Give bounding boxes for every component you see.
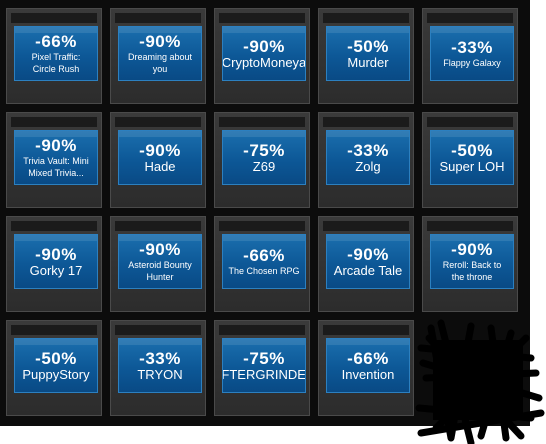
- game-card[interactable]: -66% Pixel Traffic: Circle Rush: [14, 26, 98, 81]
- game-name: Pixel Traffic: Circle Rush: [31, 51, 81, 74]
- discount-label: -33%: [347, 140, 389, 160]
- game-tile[interactable]: -90% Gorky 17: [6, 216, 102, 312]
- game-tile[interactable]: -50% Murder: [318, 8, 414, 104]
- game-card[interactable]: -33% Zolg: [326, 130, 410, 185]
- game-name: Flappy Galaxy: [443, 57, 501, 68]
- game-name: Invention: [341, 366, 395, 382]
- discount-label: -75%: [243, 140, 285, 160]
- game-name: Super LOH: [439, 158, 505, 174]
- discount-label: -90%: [451, 239, 493, 259]
- discount-label: -66%: [243, 245, 285, 265]
- game-name: Asteroid Bounty Hunter: [128, 259, 192, 282]
- game-tile[interactable]: -90% Hade: [110, 112, 206, 208]
- game-card[interactable]: -50% PuppyStory: [14, 338, 98, 393]
- game-name: Dreaming about you: [127, 51, 193, 74]
- game-tile[interactable]: -90% Arcade Tale: [318, 216, 414, 312]
- game-card[interactable]: -75% Z69: [222, 130, 306, 185]
- game-name: Reroll: Back to the throne: [442, 259, 502, 282]
- discount-label: -90%: [35, 135, 77, 155]
- discount-label: -75%: [243, 348, 285, 368]
- game-name: CryptoMoneya: [222, 54, 306, 70]
- game-tile[interactable]: -90% Reroll: Back to the throne: [422, 216, 518, 312]
- discount-label: -90%: [139, 31, 181, 51]
- game-card[interactable]: -66% Invention: [326, 338, 410, 393]
- game-name: Z69: [252, 158, 276, 174]
- game-tile[interactable]: -66% The Chosen RPG: [214, 216, 310, 312]
- game-card[interactable]: -90% Gorky 17: [14, 234, 98, 289]
- discount-label: -66%: [35, 31, 77, 51]
- game-name: Gorky 17: [29, 262, 83, 278]
- game-tile[interactable]: -50% PuppyStory: [6, 320, 102, 416]
- game-tile[interactable]: -66% Invention: [318, 320, 414, 416]
- game-name: Murder: [347, 54, 389, 70]
- game-name: Trivia Vault: Mini Mixed Trivia...: [23, 155, 89, 178]
- discount-label: -66%: [347, 348, 389, 368]
- discount-label: -90%: [347, 244, 389, 264]
- game-name: The Chosen RPG: [228, 265, 300, 276]
- game-name: Zolg: [355, 158, 381, 174]
- game-tile[interactable]: -90% CryptoMoneya: [214, 8, 310, 104]
- game-name: AFTERGRINDER: [222, 366, 306, 382]
- game-name: Arcade Tale: [333, 262, 403, 278]
- game-tile[interactable]: -33% Flappy Galaxy: [422, 8, 518, 104]
- game-name: PuppyStory: [22, 366, 90, 382]
- discount-label: -50%: [347, 36, 389, 56]
- discount-label: -50%: [35, 348, 77, 368]
- game-card[interactable]: -50% Super LOH: [430, 130, 514, 185]
- discount-label: -90%: [35, 244, 77, 264]
- game-name: Hade: [144, 158, 176, 174]
- game-card[interactable]: -90% CryptoMoneya: [222, 26, 306, 81]
- discount-label: -90%: [139, 239, 181, 259]
- game-tile[interactable]: -33% TRYON: [110, 320, 206, 416]
- discount-label: -33%: [139, 348, 181, 368]
- discount-label: -33%: [451, 37, 493, 57]
- game-card[interactable]: -75%AFTERGRINDER: [222, 338, 306, 393]
- discount-label: -50%: [451, 140, 493, 160]
- game-card[interactable]: -66% The Chosen RPG: [222, 234, 306, 289]
- game-card[interactable]: -90% Asteroid Bounty Hunter: [118, 234, 202, 289]
- game-card[interactable]: -90% Trivia Vault: Mini Mixed Trivia...: [14, 130, 98, 185]
- game-name: TRYON: [137, 366, 183, 382]
- game-tile[interactable]: -75% Z69: [214, 112, 310, 208]
- game-tile[interactable]: -33% Zolg: [318, 112, 414, 208]
- discount-label: -90%: [139, 140, 181, 160]
- game-card[interactable]: -50% Murder: [326, 26, 410, 81]
- game-tile[interactable]: -90% Dreaming about you: [110, 8, 206, 104]
- game-card[interactable]: -33% TRYON: [118, 338, 202, 393]
- game-card[interactable]: -90% Dreaming about you: [118, 26, 202, 81]
- game-tile[interactable]: -75%AFTERGRINDER: [214, 320, 310, 416]
- game-tile[interactable]: -90% Asteroid Bounty Hunter: [110, 216, 206, 312]
- game-grid: -66% Pixel Traffic: Circle Rush -90% Dreami…: [0, 0, 530, 426]
- game-card[interactable]: -90% Reroll: Back to the throne: [430, 234, 514, 289]
- game-tile[interactable]: -66% Pixel Traffic: Circle Rush: [6, 8, 102, 104]
- redaction-scribble: [415, 319, 545, 444]
- game-card[interactable]: -33% Flappy Galaxy: [430, 26, 514, 81]
- game-card[interactable]: -90% Hade: [118, 130, 202, 185]
- game-card[interactable]: -90% Arcade Tale: [326, 234, 410, 289]
- game-tile[interactable]: -50% Super LOH: [422, 112, 518, 208]
- game-tile[interactable]: -90% Trivia Vault: Mini Mixed Trivia...: [6, 112, 102, 208]
- discount-label: -90%: [243, 36, 285, 56]
